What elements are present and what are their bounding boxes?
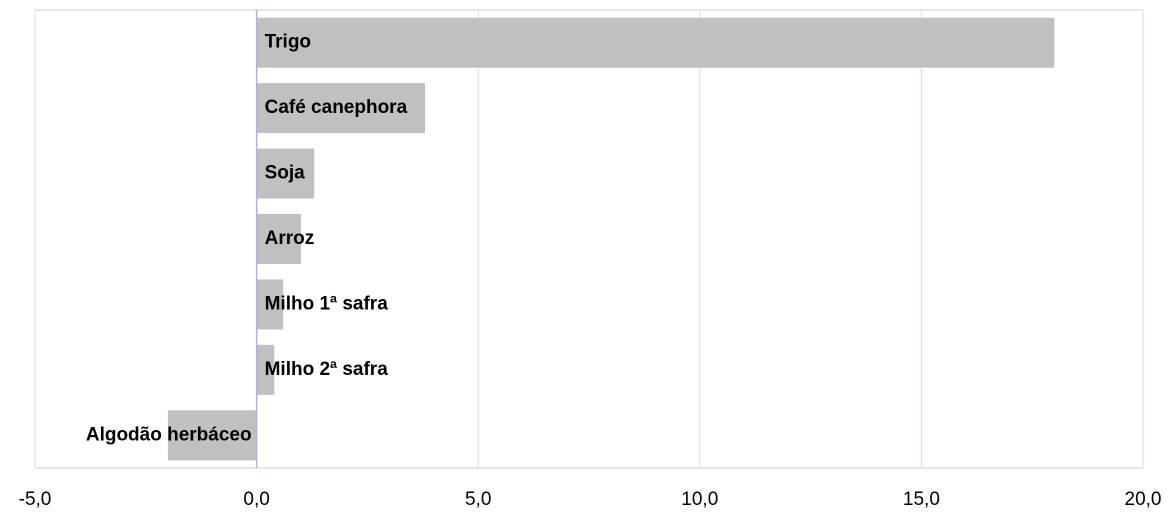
x-tick-label: 15,0 [903,489,940,510]
plot-area [34,9,1144,469]
bar [256,17,1055,68]
category-label: Trigo [265,32,311,53]
bar [256,148,315,199]
x-tick-label: -5,0 [19,489,52,510]
x-tick-label: 0,0 [243,489,269,510]
category-label: Algodão herbáceo [86,424,252,445]
category-label: Soja [265,163,306,184]
x-tick-label: 20,0 [1125,489,1162,510]
category-label: Arroz [265,228,315,249]
x-tick-label: 10,0 [681,489,718,510]
bar [256,83,426,134]
category-label: Milho 1ª safra [265,293,389,314]
category-label: Café canephora [265,97,408,118]
bar [167,410,257,461]
bar [256,214,301,264]
x-tick-label: 5,0 [465,489,491,510]
bar [256,279,284,330]
bar [256,344,275,395]
category-label: Milho 2ª safra [265,359,389,380]
